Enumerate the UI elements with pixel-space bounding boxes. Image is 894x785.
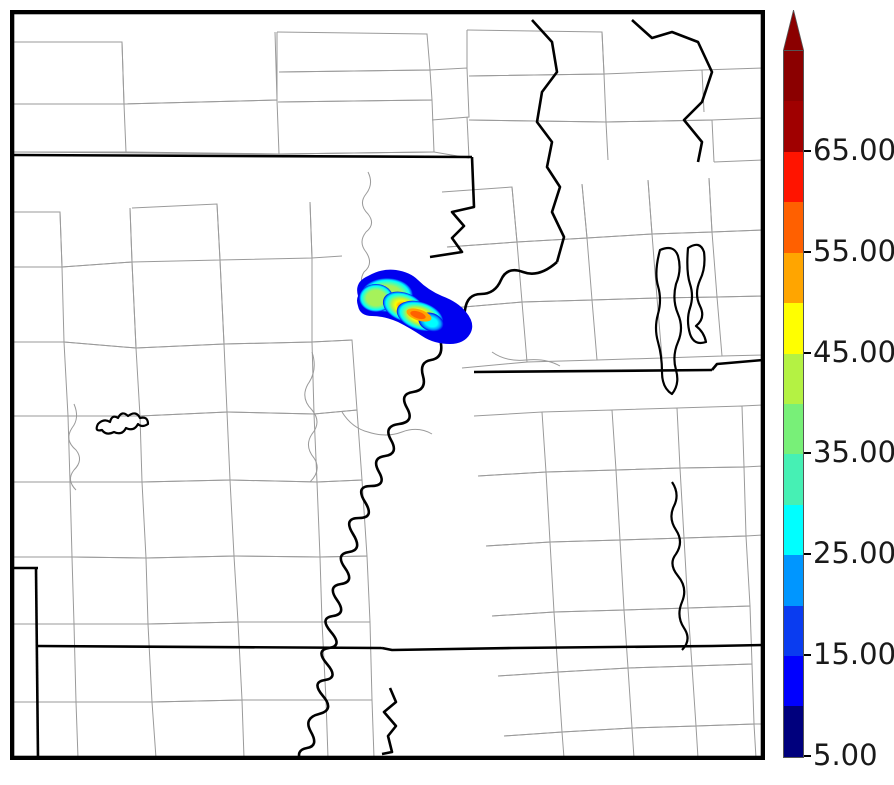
- colorbar-tick: [804, 755, 811, 757]
- colorbar-segment: [784, 51, 803, 102]
- colorbar-tick: [804, 149, 811, 152]
- colorbar-tick-label: 15.00: [813, 637, 894, 672]
- colorbar-segment: [784, 202, 803, 253]
- colorbar-segment: [784, 656, 803, 707]
- colorbar: 65.00 55.00 45.00 35.00 25.00 15.00 5.00: [783, 8, 894, 770]
- colorbar-ticks: 65.00 55.00 45.00 35.00 25.00 15.00 5.00: [783, 8, 894, 770]
- ar-ok-line: [34, 567, 40, 758]
- colorbar-tick-label: 35.00: [813, 435, 894, 470]
- colorbar-segment: [784, 454, 803, 505]
- colorbar-segment: [784, 706, 803, 757]
- colorbar-segment: [784, 151, 803, 203]
- map-frame: [12, 12, 763, 758]
- colorbar-tick: [804, 654, 811, 657]
- colorbar-segment: [784, 353, 803, 404]
- colorbar-tick: [804, 452, 811, 455]
- colorbar-tick-label: 5.00: [813, 738, 878, 772]
- colorbar-tick: [804, 553, 811, 556]
- ar-la-line: [35, 644, 383, 650]
- colorbar-tick: [804, 250, 811, 253]
- mo-ar-state-line: [12, 153, 473, 159]
- colorbar-tick-label: 25.00: [813, 536, 894, 571]
- kentucky-lake: [654, 246, 683, 396]
- colorbar-segment: [784, 555, 803, 606]
- map-panel: [10, 10, 765, 760]
- map-background: [12, 12, 763, 758]
- colorbar-tick-label: 65.00: [813, 132, 894, 167]
- map-canvas: [12, 12, 763, 758]
- small-lake-west: [95, 412, 150, 435]
- colorbar-segment: [784, 303, 803, 354]
- colorbar-extend-arrow: [783, 10, 804, 52]
- colorbar-segment: [784, 252, 803, 304]
- colorbar-tick-label: 55.00: [813, 233, 894, 268]
- colorbar-segment: [784, 101, 803, 152]
- colorbar-tick-label: 45.00: [813, 334, 894, 369]
- colorbar-segment: [784, 403, 803, 455]
- colorbar-tick: [804, 351, 811, 354]
- colorbar-segment: [784, 504, 803, 556]
- colorbar-gradient: [783, 50, 804, 758]
- water-features: [95, 243, 708, 651]
- lake-barkley: [686, 243, 708, 345]
- radar-echo-cell: [357, 269, 473, 344]
- river-south: [670, 481, 689, 651]
- colorbar-segment: [784, 605, 803, 657]
